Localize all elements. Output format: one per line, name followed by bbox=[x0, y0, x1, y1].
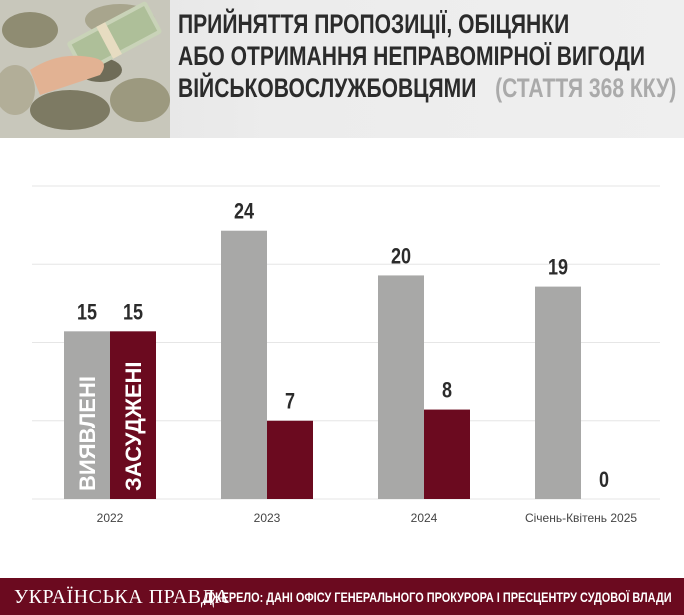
data-label: 20 bbox=[391, 245, 411, 269]
data-label: 15 bbox=[123, 301, 143, 325]
title-subtitle: (стаття 368 ККУ) bbox=[495, 73, 677, 103]
soldier-money-photo bbox=[0, 0, 170, 138]
series-label: ВИЯВЛЕНІ bbox=[75, 376, 100, 491]
chart-title: Прийняття пропозиції, обіцянки або отрим… bbox=[178, 8, 676, 104]
x-tick-label: 2022 bbox=[97, 511, 124, 525]
x-tick-label: 2023 bbox=[254, 511, 281, 525]
title-line-2: або отримання неправомірної вигоди bbox=[178, 41, 645, 71]
bar-convicted bbox=[110, 331, 156, 499]
x-tick-label: Січень-Квітень 2025 bbox=[525, 511, 637, 525]
bar-detected bbox=[378, 275, 424, 499]
data-label: 8 bbox=[442, 379, 452, 403]
title-line-3: військовослужбовцями bbox=[178, 73, 477, 103]
series-label: ЗАСУДЖЕНІ bbox=[121, 361, 146, 491]
data-label: 7 bbox=[285, 390, 295, 414]
data-label: 24 bbox=[234, 200, 255, 224]
data-label: 15 bbox=[77, 301, 97, 325]
bar-chart: 15 15 2022 24 7 2023 20 8 2024 19 0 Січень-Квітень … bbox=[32, 185, 660, 525]
bar-convicted bbox=[267, 420, 313, 499]
footer-bar: УКРАЇНСЬКА ПРАВДА ДЖЕРЕЛО: ДАНІ ОФІСУ ГЕ… bbox=[0, 578, 684, 615]
data-label: 0 bbox=[599, 468, 609, 492]
bar-detected bbox=[535, 286, 581, 499]
bar-detected bbox=[64, 331, 110, 499]
bar-detected bbox=[221, 230, 267, 499]
brand-logo-text: УКРАЇНСЬКА ПРАВДА bbox=[14, 586, 230, 608]
data-label: 19 bbox=[548, 256, 568, 280]
x-tick-label: 2024 bbox=[411, 511, 438, 525]
bar-convicted bbox=[424, 409, 470, 499]
source-note: ДЖЕРЕЛО: ДАНІ ОФІСУ ГЕНЕРАЛЬНОГО ПРОКУРО… bbox=[204, 589, 672, 605]
title-line-1: Прийняття пропозиції, обіцянки bbox=[178, 9, 570, 39]
header-banner: Прийняття пропозиції, обіцянки або отрим… bbox=[0, 0, 684, 138]
